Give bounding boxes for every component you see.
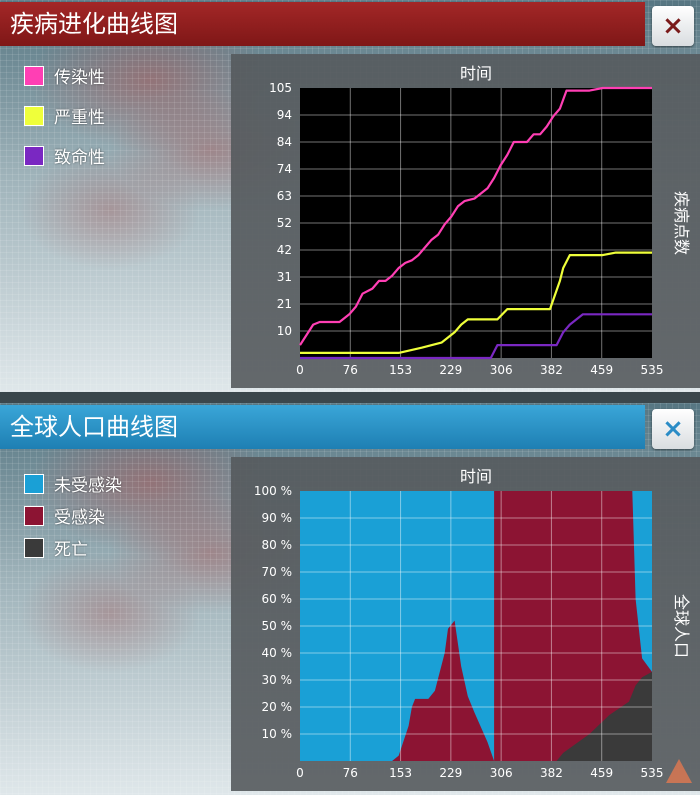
series-line-2 [300, 251, 652, 354]
panel-title: 全球人口曲线图 [0, 405, 645, 449]
close-button[interactable]: × [652, 409, 694, 449]
y-tick-label: 70 % [262, 565, 293, 579]
legend-swatch [24, 66, 44, 86]
y-tick-label: 94 [277, 108, 292, 122]
legend-swatch [24, 474, 44, 494]
y-tick-label: 100 % [254, 484, 292, 498]
legend-swatch [24, 106, 44, 126]
series-line-1 [299, 86, 652, 346]
dead-area [300, 671, 652, 761]
close-button[interactable]: × [652, 6, 694, 46]
plot-area [300, 88, 652, 358]
legend-swatch [24, 506, 44, 526]
y-tick-label: 10 [277, 324, 292, 338]
world-population-panel: 全球人口曲线图 × 未受感染 受感染 死亡 时间全球人口 0 76 153 229 306… [0, 403, 700, 795]
panel-title: 疾病进化曲线图 [0, 2, 645, 46]
x-tick-label: 459 [590, 363, 613, 377]
y-tick-label: 20 % [262, 700, 293, 714]
disease-evolution-panel: 疾病进化曲线图 × 传染性 严重性 致命性 时间疾病点数 0 76 153 229 306… [0, 0, 700, 392]
y-tick-label: 52 [277, 216, 292, 230]
y-tick-label: 80 % [262, 538, 293, 552]
y-tick-label: 40 % [262, 646, 293, 660]
y-tick-label: 105 [269, 81, 292, 95]
watermark-logo [666, 759, 692, 783]
x-tick-label: 153 [389, 766, 412, 780]
legend-label: 传染性 [54, 68, 105, 88]
x-tick-label: 459 [590, 766, 613, 780]
legend-swatch [24, 146, 44, 166]
y-tick-label: 31 [277, 270, 292, 284]
x-tick-label: 306 [490, 766, 513, 780]
y-tick-label: 84 [277, 135, 292, 149]
x-tick-label: 382 [540, 363, 563, 377]
y-tick-label: 42 [277, 243, 292, 257]
uninfected-area [300, 491, 495, 761]
x-axis-title: 时间 [460, 64, 492, 83]
y-tick-label: 60 % [262, 592, 293, 606]
x-tick-label: 153 [389, 363, 412, 377]
y-tick-label: 10 % [262, 727, 293, 741]
series-line-3 [300, 313, 652, 360]
x-tick-label: 535 [641, 363, 664, 377]
y-axis-title: 疾病点数 [672, 191, 691, 255]
x-tick-label: 76 [343, 363, 358, 377]
uninfected-area-end [632, 491, 652, 672]
panel-divider [0, 392, 700, 403]
legend-label: 致命性 [54, 148, 105, 168]
x-tick-label: 535 [641, 766, 664, 780]
legend-label: 受感染 [54, 508, 105, 528]
y-tick-label: 63 [277, 189, 292, 203]
legend-label: 未受感染 [54, 476, 122, 496]
y-tick-label: 50 % [262, 619, 293, 633]
x-tick-label: 76 [343, 766, 358, 780]
y-tick-label: 21 [277, 297, 292, 311]
x-tick-label: 0 [296, 363, 304, 377]
x-tick-label: 229 [439, 766, 462, 780]
y-axis-title: 全球人口 [672, 594, 691, 658]
y-tick-label: 90 % [262, 511, 293, 525]
x-axis-title: 时间 [460, 467, 492, 486]
x-tick-label: 306 [490, 363, 513, 377]
y-tick-label: 30 % [262, 673, 293, 687]
x-tick-label: 382 [540, 766, 563, 780]
x-tick-label: 0 [296, 766, 304, 780]
y-tick-label: 74 [277, 162, 292, 176]
legend-label: 死亡 [54, 540, 88, 560]
legend-label: 严重性 [54, 108, 105, 128]
x-tick-label: 229 [439, 363, 462, 377]
legend-swatch [24, 538, 44, 558]
